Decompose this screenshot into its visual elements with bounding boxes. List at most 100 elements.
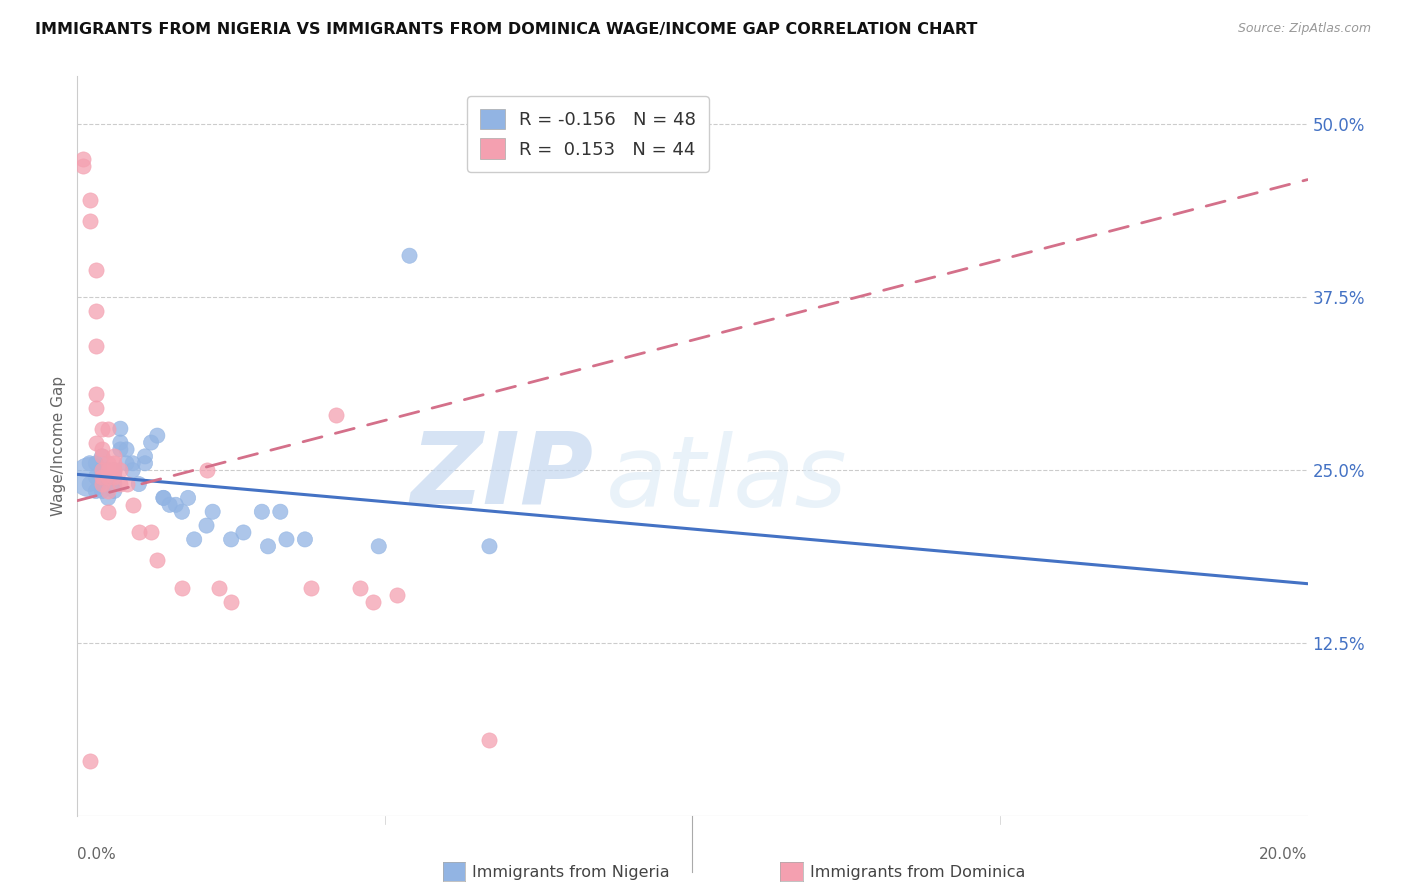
Point — [97, 483, 120, 498]
Point — [134, 450, 156, 464]
Point — [165, 498, 187, 512]
Point — [79, 456, 101, 470]
Point — [159, 498, 181, 512]
Point — [170, 505, 193, 519]
Point — [201, 505, 224, 519]
Point — [152, 491, 174, 505]
Point — [121, 498, 143, 512]
Point — [90, 477, 114, 491]
Point — [121, 456, 143, 470]
Point — [97, 456, 120, 470]
Point — [115, 456, 138, 470]
Point — [110, 477, 132, 491]
Legend: R = -0.156   N = 48, R =  0.153   N = 44: R = -0.156 N = 48, R = 0.153 N = 44 — [467, 96, 709, 172]
Point — [84, 401, 107, 415]
Text: Immigrants from Nigeria: Immigrants from Nigeria — [472, 865, 671, 880]
Point — [110, 435, 132, 450]
Point — [84, 483, 107, 498]
Point — [219, 595, 242, 609]
Point — [84, 262, 107, 277]
Point — [115, 477, 138, 491]
Point — [276, 533, 298, 547]
Point — [90, 483, 114, 498]
Point — [84, 435, 107, 450]
Point — [97, 463, 120, 477]
Point — [269, 505, 291, 519]
Point — [110, 422, 132, 436]
Point — [325, 408, 347, 422]
Text: 20.0%: 20.0% — [1260, 847, 1308, 863]
Point — [84, 339, 107, 353]
Text: Source: ZipAtlas.com: Source: ZipAtlas.com — [1237, 22, 1371, 36]
Point — [90, 450, 114, 464]
Point — [294, 533, 316, 547]
Point — [152, 491, 174, 505]
Point — [110, 442, 132, 457]
Point — [141, 435, 163, 450]
Point — [195, 518, 218, 533]
Point — [103, 463, 125, 477]
Point — [141, 525, 163, 540]
Point — [79, 477, 101, 491]
Point — [232, 525, 254, 540]
Text: 0.0%: 0.0% — [77, 847, 117, 863]
Point — [177, 491, 200, 505]
Point — [478, 733, 501, 747]
Point — [79, 214, 101, 228]
Point — [97, 491, 120, 505]
Point — [385, 588, 409, 602]
Point — [183, 533, 205, 547]
Point — [90, 442, 114, 457]
Point — [128, 477, 150, 491]
Point — [72, 152, 94, 166]
Point — [478, 539, 501, 553]
Point — [90, 463, 114, 477]
Point — [79, 470, 101, 484]
Point — [103, 456, 125, 470]
Point — [250, 505, 273, 519]
Point — [97, 422, 120, 436]
Point — [84, 387, 107, 401]
Point — [299, 581, 322, 595]
Point — [195, 463, 218, 477]
Point — [84, 304, 107, 318]
Point — [79, 754, 101, 768]
Point — [79, 194, 101, 208]
Point — [398, 249, 420, 263]
Point — [97, 470, 120, 484]
Point — [367, 539, 389, 553]
Point — [97, 470, 120, 484]
Point — [146, 428, 169, 442]
Point — [72, 159, 94, 173]
Point — [97, 505, 120, 519]
Point — [97, 463, 120, 477]
Point — [103, 483, 125, 498]
Point — [110, 463, 132, 477]
Point — [103, 470, 125, 484]
Point — [84, 470, 107, 484]
Point — [90, 463, 114, 477]
Text: ZIP: ZIP — [411, 427, 595, 524]
Text: IMMIGRANTS FROM NIGERIA VS IMMIGRANTS FROM DOMINICA WAGE/INCOME GAP CORRELATION : IMMIGRANTS FROM NIGERIA VS IMMIGRANTS FR… — [35, 22, 977, 37]
Point — [103, 477, 125, 491]
Point — [219, 533, 242, 547]
Point — [128, 525, 150, 540]
Point — [208, 581, 231, 595]
Point — [361, 595, 384, 609]
Point — [146, 553, 169, 567]
Point — [103, 463, 125, 477]
Point — [103, 466, 125, 480]
Point — [121, 463, 143, 477]
Y-axis label: Wage/Income Gap: Wage/Income Gap — [51, 376, 66, 516]
Point — [257, 539, 280, 553]
Point — [90, 470, 114, 484]
Point — [90, 422, 114, 436]
Point — [103, 450, 125, 464]
Point — [90, 470, 114, 484]
Point — [170, 581, 193, 595]
Point — [134, 456, 156, 470]
Text: Immigrants from Dominica: Immigrants from Dominica — [810, 865, 1025, 880]
Point — [349, 581, 371, 595]
Point — [90, 450, 114, 464]
Point — [115, 442, 138, 457]
